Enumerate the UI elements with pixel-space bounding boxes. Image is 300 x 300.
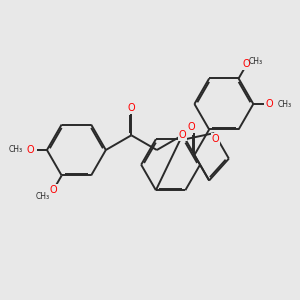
Text: O: O bbox=[50, 184, 57, 194]
Text: CH₃: CH₃ bbox=[35, 192, 50, 201]
Text: O: O bbox=[188, 122, 195, 132]
Text: O: O bbox=[178, 130, 186, 140]
Text: O: O bbox=[266, 99, 273, 109]
Text: O: O bbox=[128, 103, 135, 113]
Text: O: O bbox=[212, 134, 219, 144]
Text: CH₃: CH₃ bbox=[249, 57, 263, 66]
Text: CH₃: CH₃ bbox=[9, 146, 23, 154]
Text: O: O bbox=[27, 145, 34, 155]
Text: O: O bbox=[243, 59, 250, 70]
Text: CH₃: CH₃ bbox=[278, 100, 292, 109]
